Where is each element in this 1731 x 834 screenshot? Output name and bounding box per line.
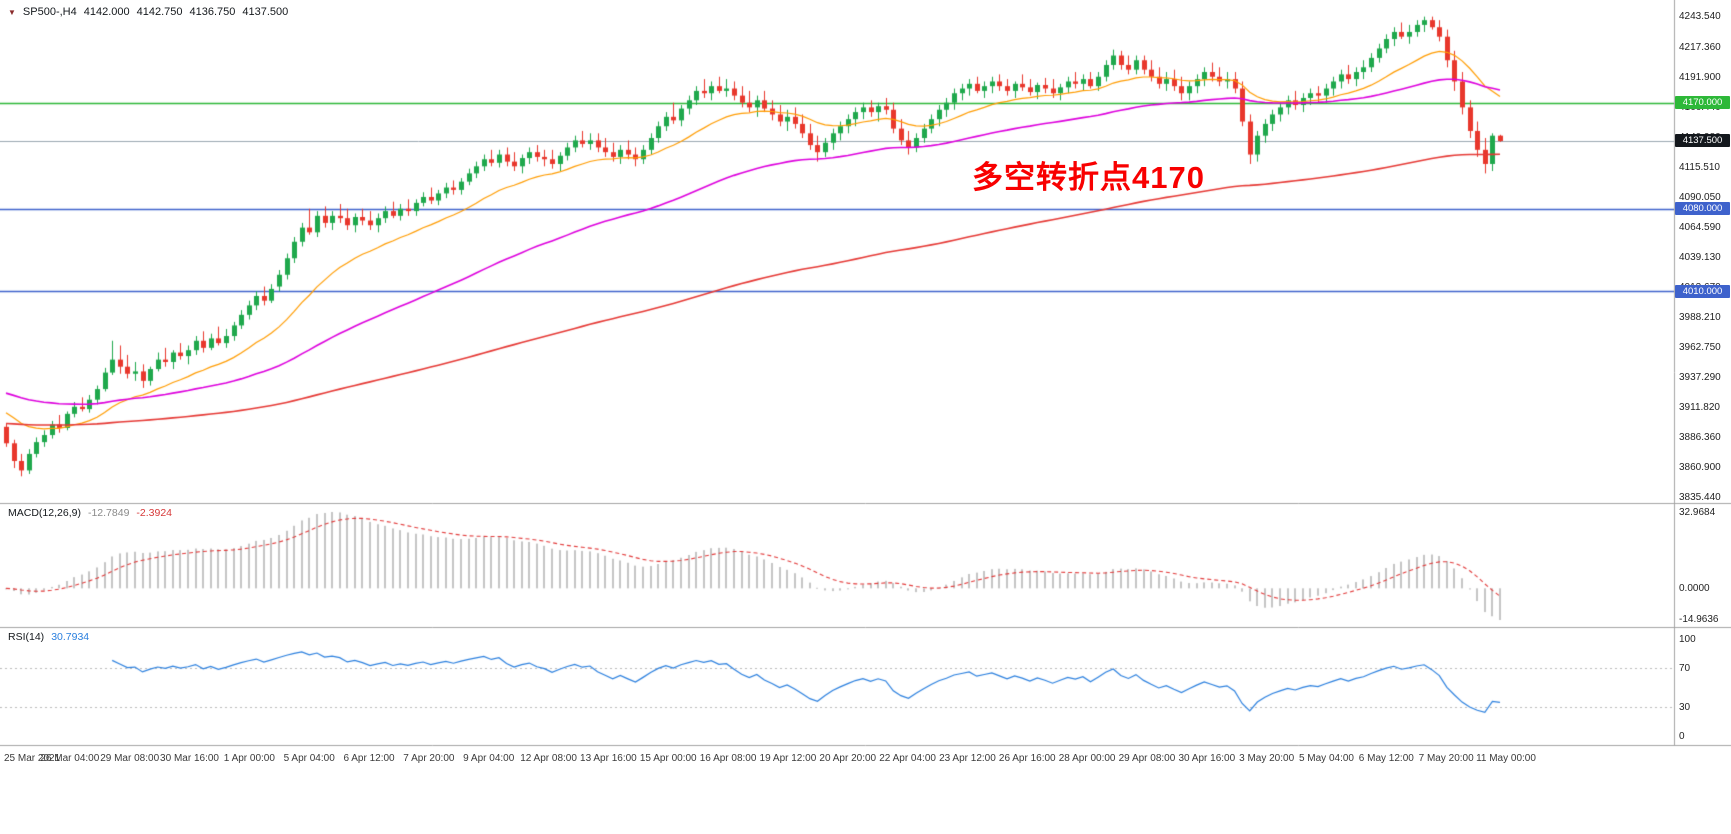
rsi-value: 30.7934	[51, 631, 90, 643]
rsi-panel-header: RSI(14) 30.7934	[8, 631, 89, 643]
macd-panel-header: MACD(12,26,9) -12.7849 -2.3924	[8, 507, 172, 519]
macd-value-main: -12.7849	[87, 507, 130, 519]
price-badge-4010: 4010.000	[1675, 284, 1730, 298]
ohlc-open: 4142.000	[83, 6, 130, 18]
ohlc-high: 4142.750	[136, 6, 183, 18]
price-badge-current: 4137.500	[1675, 134, 1730, 148]
symbol-timeframe: SP500-,H4	[22, 6, 77, 18]
macd-value-signal: -2.3924	[136, 507, 173, 519]
ohlc-close: 4137.500	[242, 6, 289, 18]
rsi-label: RSI(14)	[8, 631, 45, 643]
price-badge-4170: 4170.000	[1675, 96, 1730, 110]
chart-title: ▼ SP500-,H4 4142.000 4142.750 4136.750 4…	[8, 6, 288, 18]
macd-label: MACD(12,26,9)	[8, 507, 81, 519]
price-badge-4080: 4080.000	[1675, 202, 1730, 216]
ohlc-low: 4136.750	[189, 6, 236, 18]
annotation-text: 多空转折点4170	[972, 160, 1205, 195]
collapse-icon[interactable]: ▼	[8, 7, 16, 17]
